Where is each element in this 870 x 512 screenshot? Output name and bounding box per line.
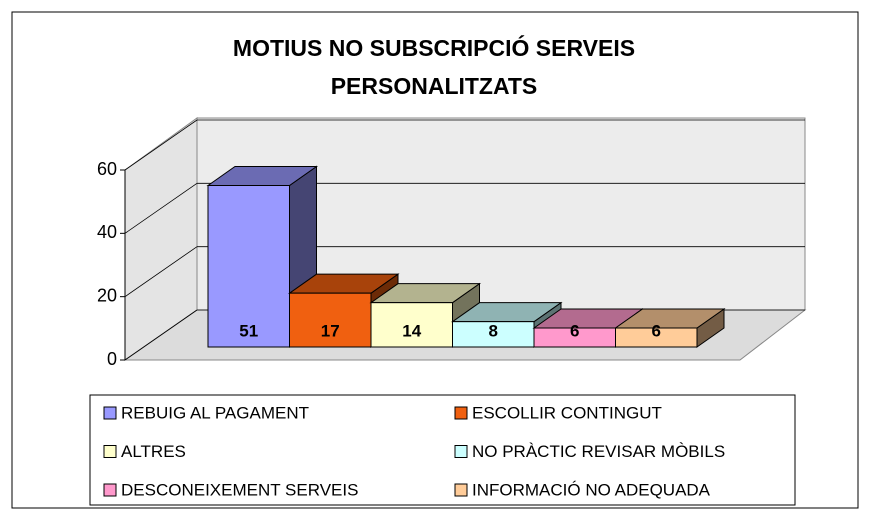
legend-label: DESCONEIXEMENT SERVEIS [121, 480, 358, 499]
legend-swatch [103, 483, 117, 497]
bar [615, 327, 698, 348]
bar [207, 185, 290, 348]
chart-title: MOTIUS NO SUBSCRIPCIÓ SERVEIS [233, 34, 635, 61]
legend-swatch [103, 406, 117, 420]
bar [452, 321, 535, 348]
bar [370, 302, 453, 348]
grid-line [124, 309, 198, 361]
data-label: 51 [239, 321, 258, 340]
legend-swatch [103, 445, 117, 458]
data-label: 14 [402, 321, 421, 340]
legend-label: INFORMACIÓ NO ADEQUADA [472, 480, 711, 499]
y-tick-label: 0 [107, 349, 117, 369]
y-tick-label: 20 [97, 285, 117, 305]
legend-swatch [454, 483, 468, 497]
bar [289, 292, 372, 348]
data-label: 6 [652, 321, 661, 340]
data-label: 17 [321, 321, 340, 340]
legend-label: NO PRÀCTIC REVISAR MÒBILS [472, 442, 725, 461]
grid-line [124, 119, 198, 171]
y-tick-label: 40 [97, 222, 117, 242]
legend-label: REBUIG AL PAGAMENT [121, 403, 309, 422]
chart-title: PERSONALITZATS [331, 73, 538, 99]
data-label: 8 [489, 321, 498, 340]
legend-label: ESCOLLIR CONTINGUT [472, 403, 662, 422]
data-label: 6 [570, 321, 579, 340]
legend-label: ALTRES [121, 442, 186, 461]
legend-swatch [454, 406, 468, 420]
grid-line [124, 246, 198, 297]
legend [89, 394, 796, 506]
legend-swatch [454, 445, 468, 458]
y-tick-label: 60 [97, 159, 117, 179]
grid-line [124, 183, 198, 234]
